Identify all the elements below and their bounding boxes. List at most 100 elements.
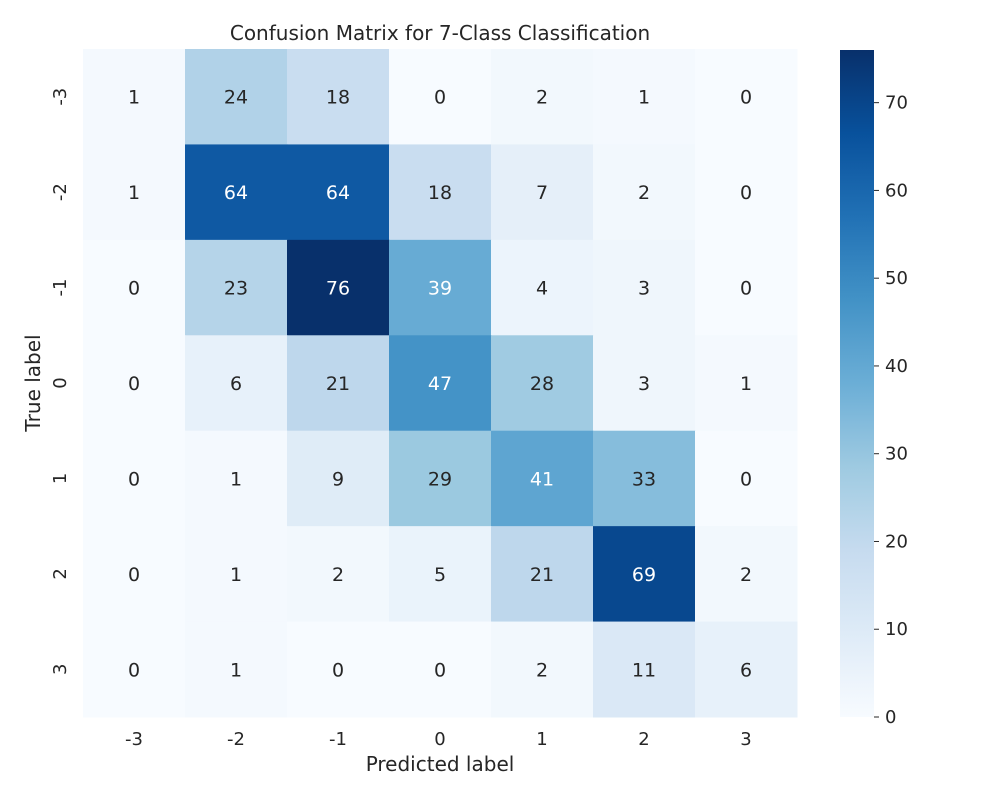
heatmap-cell [185, 430, 288, 527]
colorbar-tick-label: 60 [885, 180, 908, 201]
heatmap-cell [389, 335, 492, 432]
heatmap-cell [593, 49, 696, 145]
colorbar-tick-label: 50 [885, 268, 908, 289]
heatmap-cell [491, 239, 594, 336]
cell-value-label: 1 [128, 87, 140, 109]
heatmap-cell [491, 430, 594, 527]
cell-value-label: 0 [128, 659, 140, 681]
x-axis-label: Predicted label [366, 752, 515, 776]
y-axis-label: True label [21, 334, 45, 432]
cell-value-label: 39 [428, 278, 452, 300]
heatmap-cell [695, 430, 798, 527]
cell-value-label: 2 [638, 182, 650, 204]
y-tick-label: -2 [50, 183, 71, 201]
cell-value-label: 18 [428, 182, 452, 204]
x-axis-ticks: -3 -2 -1 0 1 2 3 [125, 729, 752, 750]
colorbar-gradient [840, 50, 874, 717]
cell-value-label: 0 [434, 659, 446, 681]
heatmap-cell [491, 49, 594, 145]
heatmap-cell [83, 526, 186, 623]
cell-value-label: 11 [632, 659, 656, 681]
heatmap-cell [287, 621, 390, 718]
heatmap-cell [491, 335, 594, 432]
y-tick-label: 0 [50, 377, 71, 388]
heatmap-cells [83, 49, 798, 718]
heatmap-cell [185, 49, 288, 145]
heatmap-cell [185, 526, 288, 623]
heatmap-cell [287, 526, 390, 623]
cell-value-label: 21 [326, 373, 350, 395]
heatmap-cell [593, 144, 696, 241]
colorbar-tick-label: 0 [885, 707, 896, 728]
heatmap-cell [695, 144, 798, 241]
cell-value-label: 2 [740, 564, 752, 586]
x-tick-label: -3 [125, 729, 143, 750]
y-tick-label: 1 [50, 473, 71, 484]
heatmap-cell [389, 49, 492, 145]
cell-value-label: 1 [230, 659, 242, 681]
cell-value-label: 2 [536, 659, 548, 681]
cell-value-label: 6 [740, 659, 752, 681]
cell-value-label: 64 [326, 182, 350, 204]
colorbar-tick-label: 30 [885, 444, 908, 465]
cell-value-label: 0 [332, 659, 344, 681]
heatmap-cell [185, 621, 288, 718]
cell-value-label: 33 [632, 468, 656, 490]
cell-value-label: 2 [536, 87, 548, 109]
heatmap-cell [491, 144, 594, 241]
heatmap-cell [389, 144, 492, 241]
heatmap-cell [83, 430, 186, 527]
x-tick-label: 1 [536, 729, 547, 750]
cell-value-label: 64 [224, 182, 248, 204]
colorbar-tick-label: 20 [885, 531, 908, 552]
cell-value-label: 0 [128, 373, 140, 395]
cell-value-label: 28 [530, 373, 554, 395]
x-tick-label: 3 [740, 729, 751, 750]
cell-value-label: 24 [224, 87, 248, 109]
colorbar-tick-label: 70 [885, 93, 908, 114]
heatmap-cell [83, 335, 186, 432]
cell-value-label: 41 [530, 468, 554, 490]
colorbar-tick-label: 10 [885, 619, 908, 640]
heatmap-cell [389, 239, 492, 336]
colorbar-tick-label: 40 [885, 356, 908, 377]
x-tick-label: -2 [227, 729, 245, 750]
heatmap-cell [185, 239, 288, 336]
cell-value-label: 0 [740, 468, 752, 490]
cell-value-label: 1 [230, 468, 242, 490]
heatmap-cell [491, 621, 594, 718]
heatmap-cell [695, 621, 798, 718]
cell-value-label: 1 [128, 182, 140, 204]
cell-value-label: 0 [740, 87, 752, 109]
cell-value-label: 9 [332, 468, 344, 490]
cell-value-label: 1 [230, 564, 242, 586]
heatmap-cell [83, 239, 186, 336]
heatmap-cell [389, 526, 492, 623]
cell-value-label: 69 [632, 564, 656, 586]
x-tick-label: 0 [434, 729, 445, 750]
cell-value-label: 4 [536, 278, 548, 300]
heatmap-cell [287, 430, 390, 527]
cell-value-label: 0 [128, 468, 140, 490]
heatmap-cell [185, 144, 288, 241]
heatmap-cell [695, 239, 798, 336]
cell-value-label: 3 [638, 373, 650, 395]
y-axis-ticks: -3 -2 -1 0 1 2 3 [50, 88, 71, 675]
heatmap-cell [287, 335, 390, 432]
heatmap-cell [695, 49, 798, 145]
cell-value-label: 0 [128, 564, 140, 586]
heatmap-cell [83, 621, 186, 718]
y-tick-label: -3 [50, 88, 71, 106]
heatmap-cell [389, 430, 492, 527]
heatmap-cell [83, 144, 186, 241]
y-tick-label: -1 [50, 279, 71, 297]
heatmap-cell [185, 335, 288, 432]
heatmap-cell [491, 526, 594, 623]
heatmap-cell [287, 49, 390, 145]
y-tick-label: 2 [50, 568, 71, 579]
heatmap-cell-labels: 1 24 18 0 2 1 01 64 64 18 7 2 00 23 76 39 4 3 00 6 21 47 28 3 10… [128, 87, 752, 682]
heatmap-cell [593, 430, 696, 527]
heatmap-cell [287, 239, 390, 336]
cell-value-label: 6 [230, 373, 242, 395]
